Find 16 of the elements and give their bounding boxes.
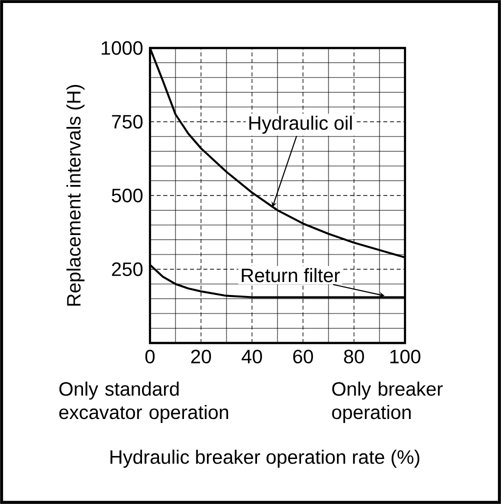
y-tick-label: 1000 (102, 41, 143, 55)
x-tick-label: 60 (293, 350, 313, 364)
y-tick-label: 750 (112, 114, 143, 129)
y-axis-title: Replacement intervals (H) (66, 85, 84, 306)
y-tick-label: 500 (112, 188, 143, 202)
annotation: Hydraulic oil (249, 116, 352, 134)
x-tick-label: 0 (145, 350, 155, 364)
text: Only standard excavator operation (59, 382, 228, 423)
x-tick-label: 80 (344, 350, 364, 364)
x-axis-title: Hydraulic breaker operation rate (%) (110, 450, 420, 468)
y-tick-label: 250 (112, 262, 143, 276)
text: Only breaker operation (332, 382, 443, 423)
annotation: Return filter (242, 268, 340, 282)
x-tick-label: 20 (191, 350, 211, 364)
x-tick-label: 40 (242, 350, 262, 364)
x-tick-label: 100 (390, 350, 420, 364)
